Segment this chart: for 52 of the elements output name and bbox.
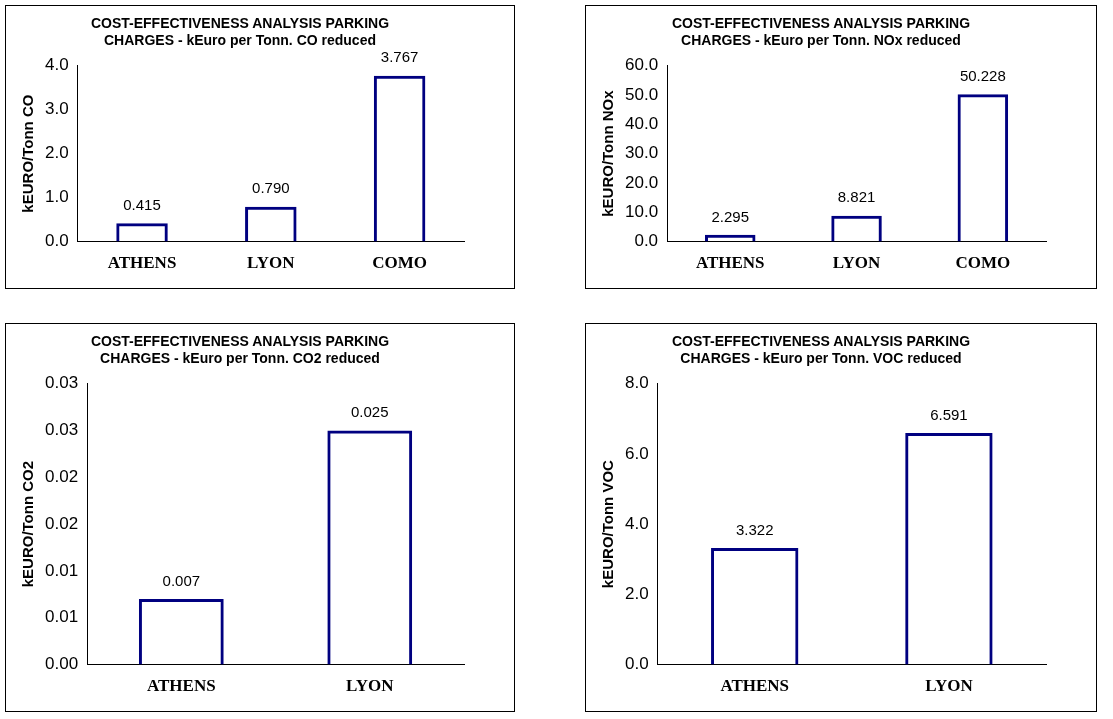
y-tick-label: 0.0 [624,654,649,674]
x-tick-label: COMO [955,253,1011,273]
data-label: 50.228 [959,66,1006,84]
y-tick-label: 0.01 [44,607,79,627]
y-tick-label: 0.02 [44,466,79,486]
y-tick-label: 0.02 [44,513,79,533]
chart-title: COST-EFFECTIVENESS ANALYSIS PARKING CHARGES - kEuro per Tonn. VOC reduced [671,333,971,367]
y-tick-label: 3.0 [44,99,69,119]
y-tick-label: 0.00 [44,654,79,674]
x-tick-label: LYON [345,676,395,696]
y-tick-label: 6.0 [624,443,649,463]
x-tick-label: LYON [832,253,882,273]
y-tick-label: 20.0 [624,172,659,192]
x-tick-label: LYON [247,253,296,273]
data-label: 3.767 [380,48,419,66]
y-tick-label: 60.0 [624,55,659,75]
x-tick-label: ATHENS [720,676,790,696]
data-label: 0.415 [123,195,161,213]
y-axis-title: kEURO/Tonn CO2 [19,460,37,588]
y-tick-label: 2.0 [624,584,649,604]
y-tick-label: 4.0 [44,55,69,75]
y-tick-label: 8.0 [624,373,649,393]
x-tick-label: COMO [372,253,427,273]
data-label: 0.790 [252,179,290,197]
y-tick-label: 10.0 [624,201,659,221]
chart-title: COST-EFFECTIVENESS ANALYSIS PARKING CHARGES - kEuro per Tonn. CO reduced [90,15,390,49]
data-label: 0.025 [351,403,389,421]
data-label: 6.591 [930,405,968,423]
data-label: 0.007 [162,571,201,589]
x-tick-label: LYON [925,676,974,696]
data-label: 8.821 [837,188,876,206]
y-tick-label: 40.0 [624,113,659,133]
x-tick-label: ATHENS [107,253,177,273]
y-tick-label: 0.0 [634,231,659,251]
y-axis-title: kEURO/Tonn VOC [599,459,617,589]
x-tick-label: ATHENS [146,676,216,696]
y-tick-label: 4.0 [624,513,649,533]
y-tick-label: 2.0 [44,143,69,163]
y-tick-label: 0.01 [44,560,79,580]
chart-title: COST-EFFECTIVENESS ANALYSIS PARKING CHARGES - kEuro per Tonn. CO2 reduced [90,333,390,367]
data-label: 3.322 [735,520,774,538]
y-tick-label: 0.0 [44,231,69,251]
y-tick-label: 0.03 [44,373,79,393]
x-tick-label: ATHENS [695,253,765,273]
y-tick-label: 50.0 [624,84,659,104]
chart-title: COST-EFFECTIVENESS ANALYSIS PARKING CHARGES - kEuro per Tonn. NOx reduced [671,15,971,49]
y-axis-title: kEURO/Tonn CO [19,94,37,213]
data-label: 2.295 [711,207,750,225]
y-axis-title: kEURO/Tonn NOx [599,89,617,217]
y-tick-label: 0.03 [44,420,79,440]
y-tick-label: 1.0 [44,187,69,207]
y-tick-label: 30.0 [624,143,659,163]
